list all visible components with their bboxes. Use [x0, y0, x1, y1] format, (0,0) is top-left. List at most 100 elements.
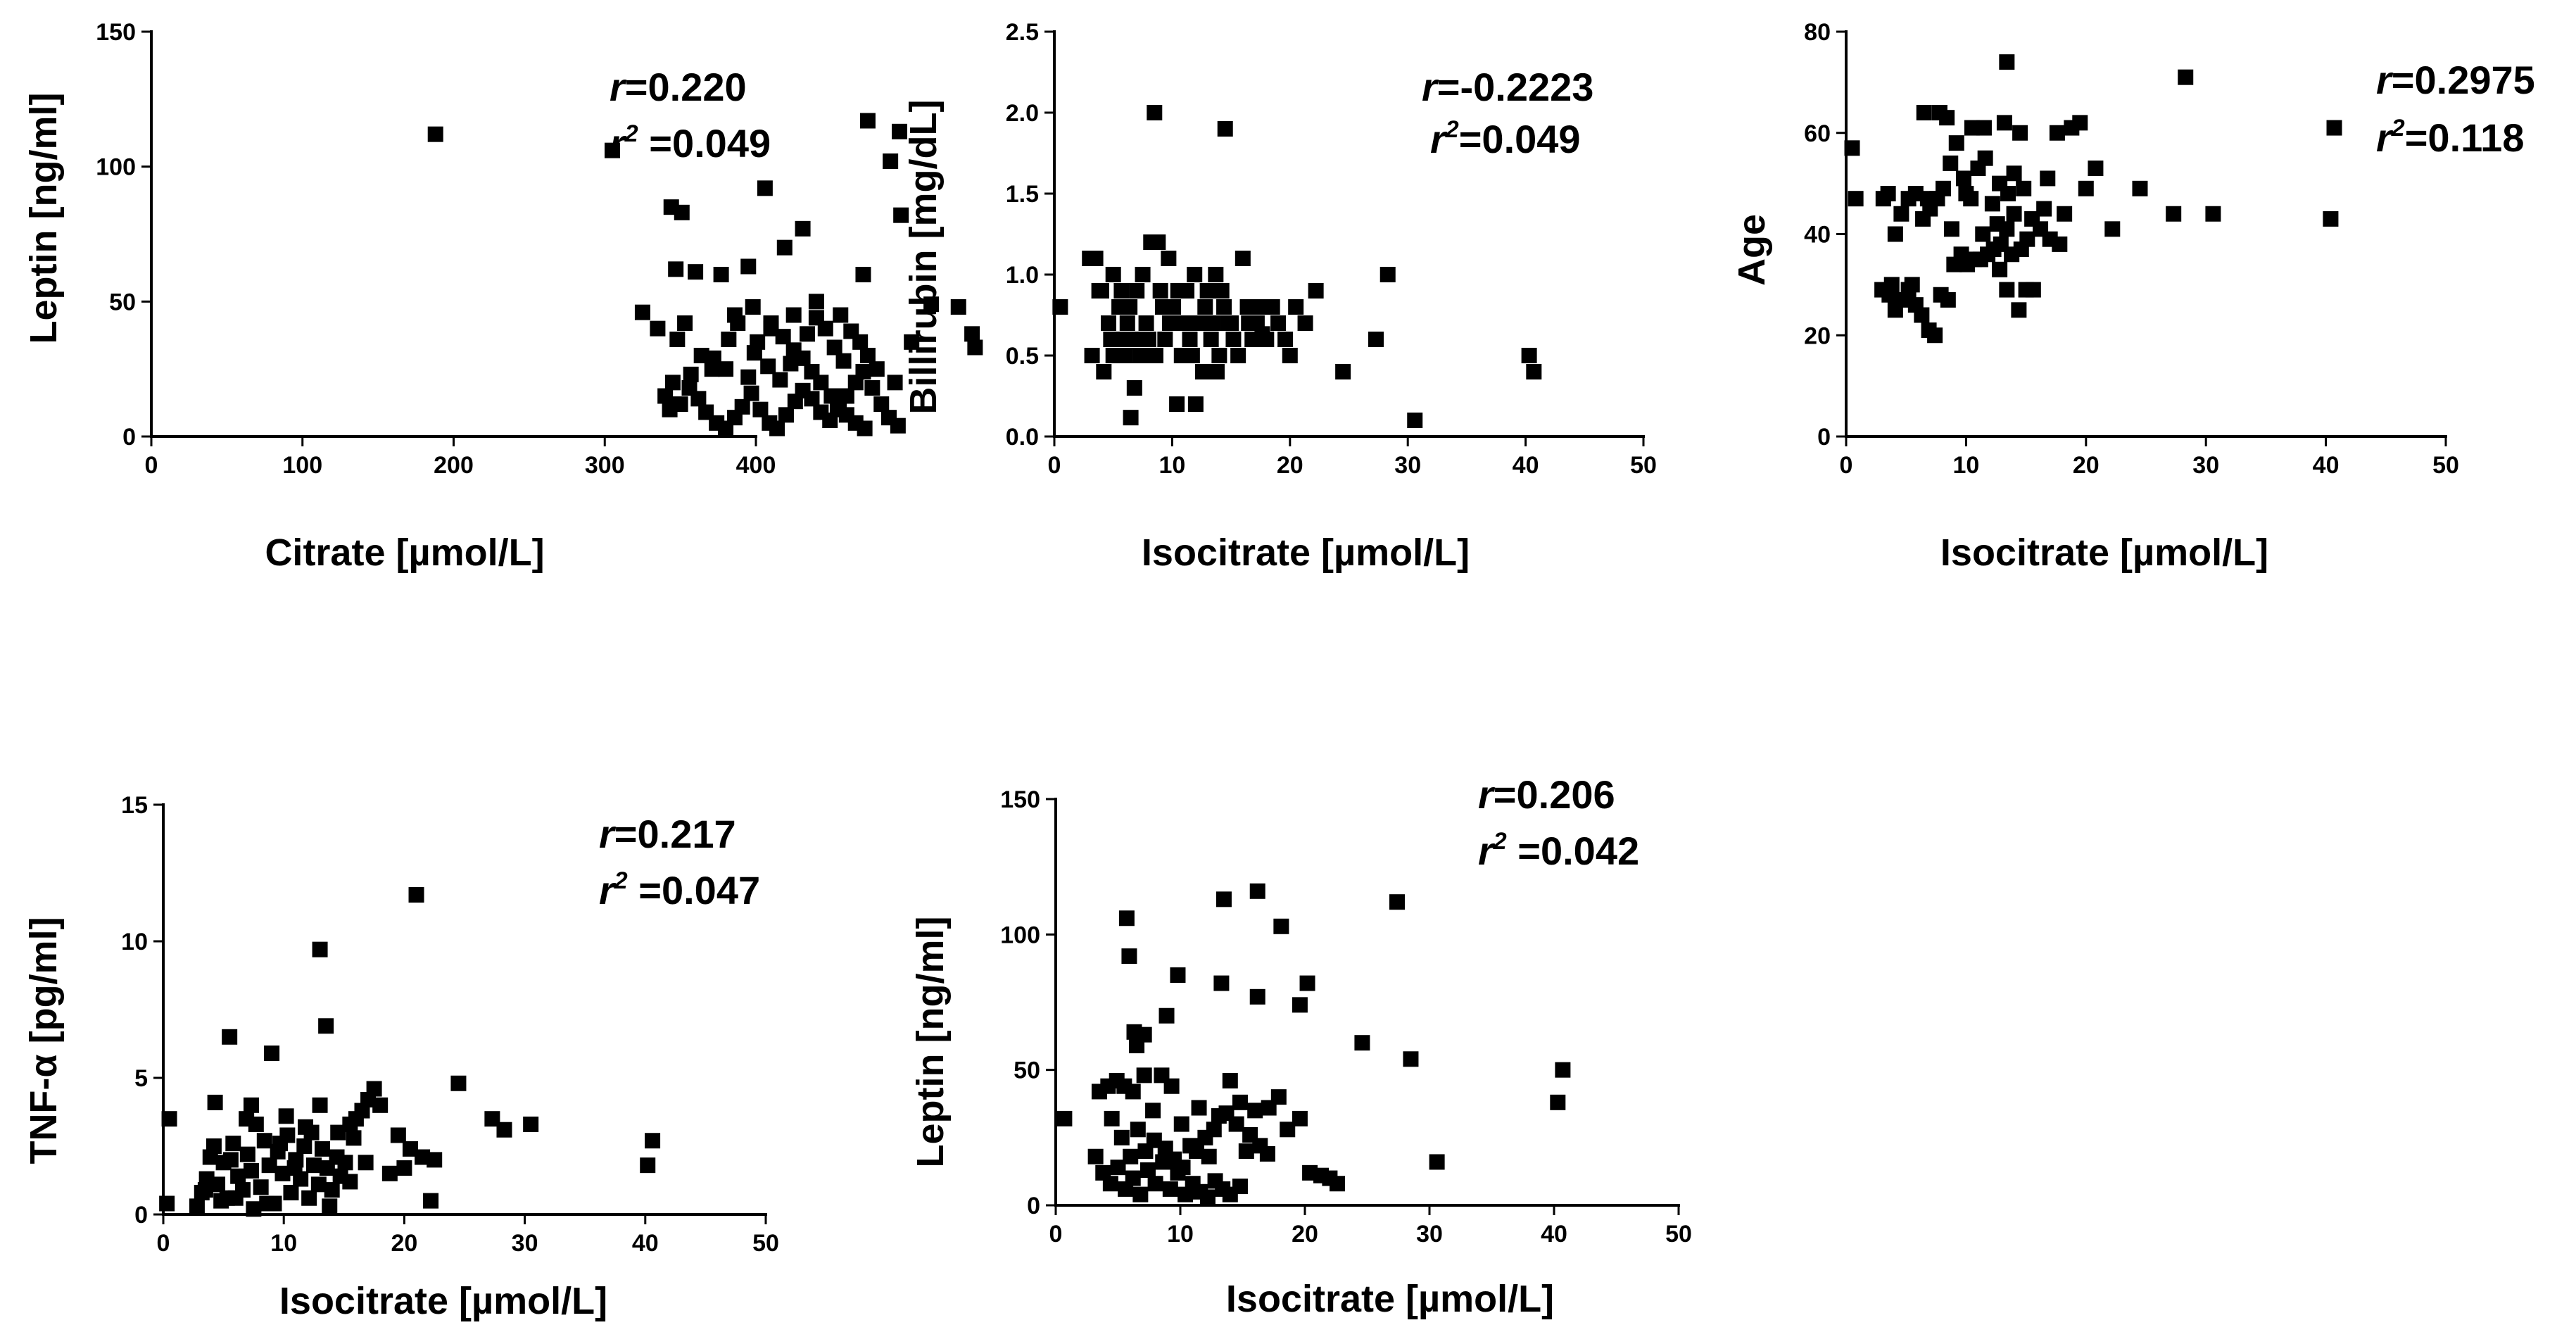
- data-point: [1152, 283, 1168, 299]
- data-point: [1330, 1176, 1346, 1192]
- data-point: [239, 1111, 255, 1127]
- r-squared-annotation: r2 =0.042: [1478, 828, 1639, 873]
- y-axis-title: TNF-α [pg/ml]: [23, 917, 65, 1164]
- data-point: [1138, 315, 1154, 331]
- data-point: [1201, 1148, 1217, 1164]
- plot-area: 0 10 20 30 40 50 0.0 0.5 1.0 1.5 2.0 2.5: [1006, 19, 1657, 479]
- data-point: [2012, 125, 2028, 141]
- data-point: [1975, 226, 1991, 242]
- data-point: [1113, 283, 1130, 299]
- data-point: [690, 391, 707, 407]
- r-annotation: r=0.217: [599, 812, 736, 856]
- data-point: [1084, 348, 1100, 363]
- y-tick-label: 100: [1000, 922, 1040, 948]
- y-tick-label: 2.0: [1006, 100, 1039, 127]
- chart-svg: Leptin [ng/ml] Isocitrate [µmol/L] r=0.2…: [909, 772, 1692, 1320]
- data-point: [1550, 1094, 1566, 1110]
- data-point: [813, 375, 829, 391]
- data-point: [734, 398, 750, 415]
- y-tick-label: 50: [1014, 1057, 1040, 1084]
- data-point: [1292, 997, 1308, 1013]
- data-point: [859, 348, 876, 363]
- data-point: [207, 1094, 223, 1110]
- data-point: [2019, 231, 2035, 247]
- data-point: [1354, 1035, 1370, 1051]
- data-point: [206, 1138, 222, 1154]
- data-point: [1096, 364, 1112, 379]
- x-tick-label: 200: [434, 452, 474, 479]
- data-point: [634, 304, 650, 320]
- chart-svg: Billirubin [mg/dL] Isocitrate [µmol/L] r…: [902, 19, 1657, 574]
- x-tick-label: 10: [1158, 452, 1185, 479]
- data-point: [1970, 161, 1986, 177]
- data-point: [303, 1124, 320, 1141]
- data-point: [1297, 315, 1313, 331]
- data-point: [1407, 413, 1423, 428]
- data-point: [1258, 332, 1275, 347]
- r-squared-annotation: r2 =0.049: [610, 120, 771, 165]
- data-point: [427, 1152, 443, 1168]
- chart-svg: Age Isocitrate [µmol/L] r=0.2975 r2=0.11…: [1731, 19, 2535, 574]
- data-point: [1244, 332, 1261, 347]
- data-point: [1123, 410, 1139, 426]
- data-point: [1429, 1154, 1445, 1170]
- data-point: [893, 207, 909, 223]
- data-point: [873, 396, 890, 412]
- data-point: [1103, 332, 1119, 347]
- data-point: [923, 296, 940, 313]
- data-point: [213, 1193, 229, 1209]
- data-point: [222, 1029, 238, 1045]
- data-point: [1197, 299, 1213, 315]
- data-point: [704, 361, 720, 377]
- data-point: [230, 1168, 246, 1184]
- data-point: [1199, 283, 1216, 299]
- data-point: [243, 1162, 259, 1179]
- data-point: [1169, 396, 1185, 412]
- data-point: [1217, 121, 1233, 137]
- data-point: [1919, 191, 1936, 207]
- data-point: [1955, 170, 1971, 187]
- data-point: [272, 1136, 289, 1152]
- scatter-panel-billirubin-vs-isocitrate: Billirubin [mg/dL] Isocitrate [µmol/L] r…: [845, 0, 1717, 634]
- data-point: [1989, 216, 2005, 232]
- x-tick-label: 10: [270, 1230, 297, 1257]
- data-point: [668, 261, 684, 277]
- x-tick-label: 20: [391, 1230, 417, 1257]
- data-point: [159, 1195, 175, 1212]
- data-point: [1893, 206, 1909, 222]
- data-point: [342, 1174, 358, 1190]
- x-tick-label: 40: [1513, 452, 1539, 479]
- data-point: [683, 366, 699, 382]
- data-point: [763, 320, 779, 337]
- data-point: [1129, 283, 1145, 299]
- data-point: [1147, 105, 1163, 120]
- data-point: [256, 1133, 272, 1149]
- data-point: [859, 113, 876, 129]
- data-point: [1102, 1176, 1118, 1192]
- data-point: [1113, 1129, 1130, 1145]
- x-tick-label: 10: [1167, 1221, 1194, 1248]
- data-point: [883, 153, 899, 169]
- data-point: [402, 1141, 418, 1157]
- data-point: [1206, 1122, 1222, 1138]
- data-point: [1117, 348, 1133, 363]
- data-point: [1238, 1143, 1254, 1160]
- data-point: [855, 267, 871, 282]
- data-point: [1232, 1179, 1248, 1195]
- data-point: [2078, 180, 2094, 196]
- data-point: [1958, 186, 1974, 201]
- data-point: [1235, 251, 1251, 266]
- data-point: [2057, 206, 2073, 222]
- data-point: [314, 1141, 330, 1157]
- data-point: [496, 1122, 512, 1138]
- x-tick-label: 20: [1292, 1221, 1318, 1248]
- chart-svg: TNF-α [pg/ml] Isocitrate [µmol/L] r=0.21…: [23, 792, 779, 1322]
- data-point: [892, 123, 908, 139]
- data-point: [1228, 1116, 1244, 1132]
- data-point: [210, 1176, 226, 1193]
- data-point: [1211, 348, 1227, 363]
- data-point: [1125, 1084, 1141, 1100]
- data-point: [1184, 348, 1200, 363]
- data-point: [1848, 191, 1864, 207]
- data-point: [800, 326, 816, 342]
